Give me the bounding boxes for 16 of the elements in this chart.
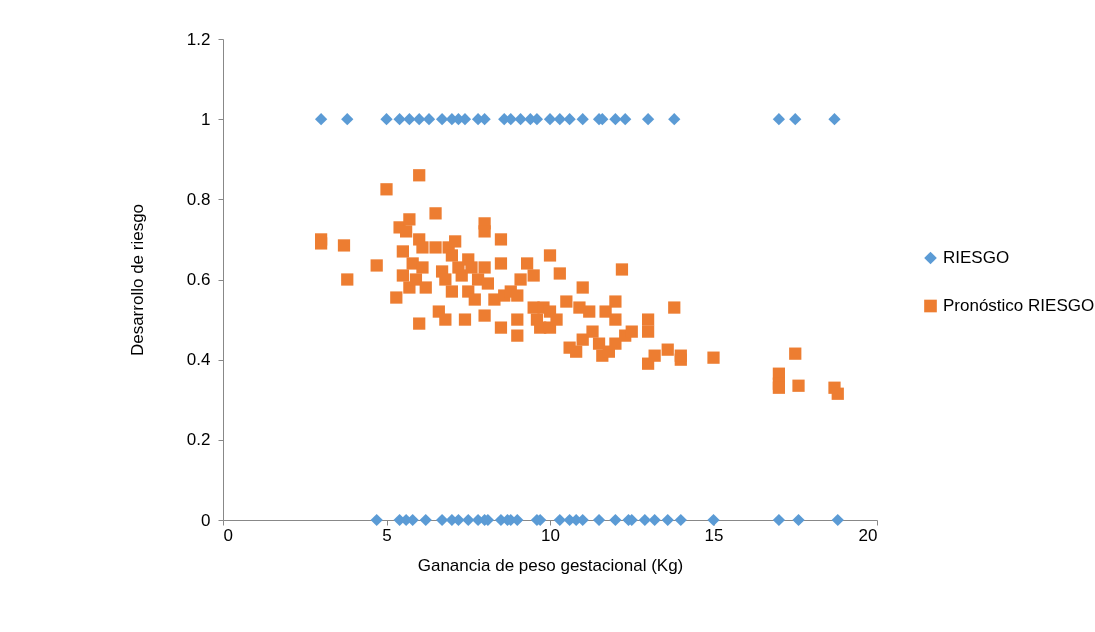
x-axis-title: Ganancia de peso gestacional (Kg): [417, 555, 684, 575]
legend-label: RIESGO: [943, 248, 1010, 267]
y-tick-label: 0.2: [186, 430, 211, 450]
y-tick-label: 0: [201, 510, 211, 530]
y-axis-title: Desarrollo de riesgo: [127, 203, 147, 357]
y-tick-label: 1: [201, 109, 211, 129]
y-tick-label: 0.4: [186, 350, 211, 370]
y-tick-label: 0.8: [186, 189, 211, 209]
y-tick-label: 1.2: [186, 29, 211, 49]
legend-label: Pronóstico RIESGO: [943, 296, 1095, 315]
x-tick-label: 20: [858, 525, 878, 545]
x-tick-label: 0: [223, 525, 233, 545]
x-tick-label: 15: [704, 525, 724, 545]
x-tick-label: 5: [382, 525, 392, 545]
x-tick-label: 10: [541, 525, 560, 545]
y-tick-label: 0.6: [186, 270, 211, 289]
